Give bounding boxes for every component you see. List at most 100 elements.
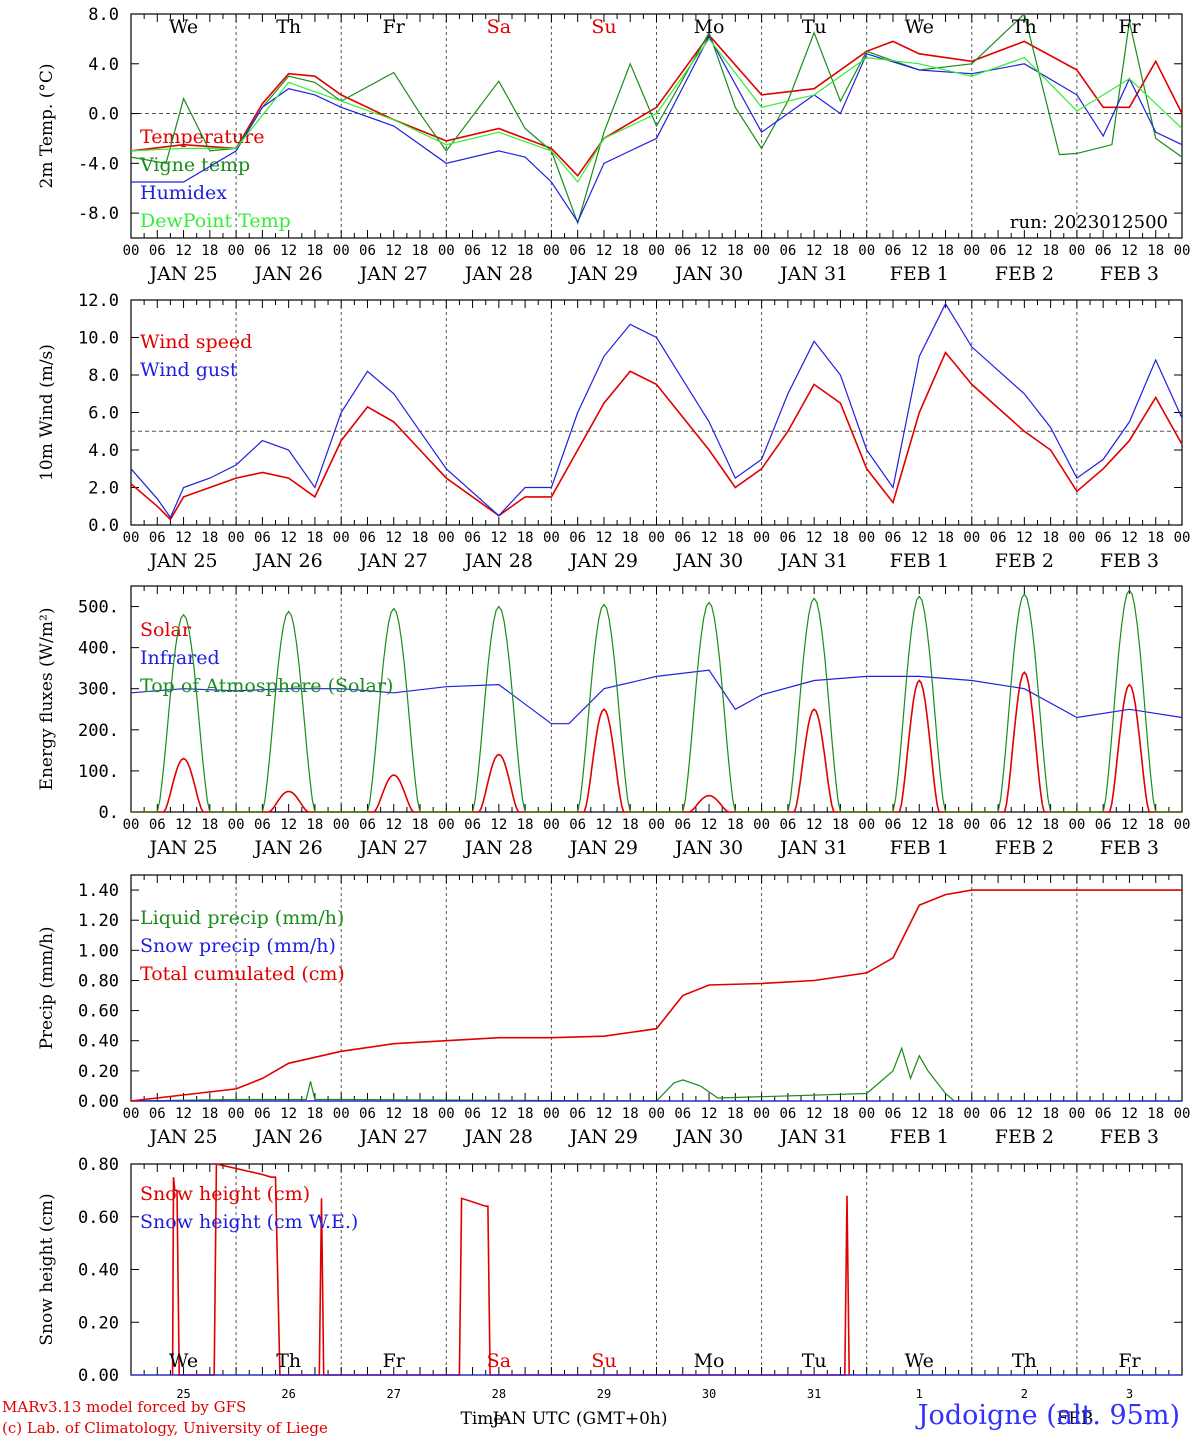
series-line-3 xyxy=(131,588,1182,813)
hour-label: 12 xyxy=(701,243,718,259)
day-label: We xyxy=(905,1350,934,1372)
day-number: 30 xyxy=(702,1387,716,1401)
hour-label: 18 xyxy=(306,1106,323,1122)
day-label: Th xyxy=(276,16,301,38)
y-tick-label: 0.80 xyxy=(78,971,119,991)
hour-label: 06 xyxy=(464,530,481,546)
hour-label: 00 xyxy=(438,243,455,259)
hour-label: 06 xyxy=(779,243,796,259)
date-label: JAN 28 xyxy=(463,1126,533,1148)
hour-label: 00 xyxy=(858,530,875,546)
date-label: JAN 27 xyxy=(358,837,428,859)
hour-label: 12 xyxy=(385,530,402,546)
day-number: 25 xyxy=(176,1387,190,1401)
series-line-2 xyxy=(130,12,1183,226)
legend-entry: Vigne temp xyxy=(139,154,250,176)
panel-5: 0.80 0.60 0.40 0.20 0.00 Snow height (cm) Snow… xyxy=(37,1155,1183,1429)
y-tick-label: 0.00 xyxy=(78,1092,119,1112)
hour-label: 12 xyxy=(385,243,402,259)
series-line-3 xyxy=(131,35,1183,224)
hour-label: 06 xyxy=(674,817,691,833)
y-tick-label: 6.0 xyxy=(88,404,119,424)
date-label: JAN 28 xyxy=(463,837,533,859)
hour-label: 18 xyxy=(201,1106,218,1122)
series-line-2 xyxy=(130,669,1183,725)
hour-label: 12 xyxy=(490,1106,507,1122)
date-label: FEB 3 xyxy=(1100,837,1159,859)
date-label: JAN 29 xyxy=(568,837,638,859)
hour-label: 06 xyxy=(254,243,271,259)
hour-label: 18 xyxy=(517,243,534,259)
date-label: JAN 28 xyxy=(463,550,533,572)
day-number: 2 xyxy=(1021,1387,1028,1401)
hour-label: 12 xyxy=(1121,817,1138,833)
legend-entry: DewPoint Temp xyxy=(140,210,291,232)
y-tick-label: 0.40 xyxy=(78,1032,119,1052)
legend-entry: Top of Atmosphere (Solar) xyxy=(140,675,393,697)
hour-label: 18 xyxy=(1042,817,1059,833)
hour-label: 12 xyxy=(701,817,718,833)
hour-label: 18 xyxy=(306,530,323,546)
hour-label: 18 xyxy=(622,1106,639,1122)
hour-label: 18 xyxy=(622,243,639,259)
hour-label: 12 xyxy=(806,1106,823,1122)
hour-label: 00 xyxy=(1174,817,1191,833)
legend-entry: Wind gust xyxy=(140,359,238,381)
y-axis-label: Snow height (cm) xyxy=(37,1193,57,1345)
hour-label: 00 xyxy=(858,243,875,259)
hour-label: 18 xyxy=(1042,243,1059,259)
date-label: JAN 30 xyxy=(673,837,743,859)
hour-label: 18 xyxy=(201,243,218,259)
y-tick-label: 2.0 xyxy=(88,479,119,499)
hour-label: 18 xyxy=(727,817,744,833)
hour-label: 06 xyxy=(254,1106,271,1122)
hour-label: 00 xyxy=(1068,530,1085,546)
hour-label: 12 xyxy=(175,817,192,833)
date-label: FEB 2 xyxy=(995,1126,1054,1148)
hour-label: 18 xyxy=(832,243,849,259)
y-axis-label: 10m Wind (m/s) xyxy=(37,344,57,481)
legend-entry: Humidex xyxy=(140,182,227,204)
hour-label: 00 xyxy=(858,817,875,833)
day-label: Th xyxy=(1012,1350,1037,1372)
day-label: Sa xyxy=(487,1350,511,1372)
y-axis-label: Energy fluxes (W/m²) xyxy=(37,608,57,791)
day-label: Sa xyxy=(487,16,511,38)
hour-label: 18 xyxy=(412,243,429,259)
series-line-3 xyxy=(130,889,1182,1102)
hour-label: 12 xyxy=(806,817,823,833)
hour-label: 18 xyxy=(517,817,534,833)
hour-label: 12 xyxy=(911,243,928,259)
legend-entry: Snow precip (mm/h) xyxy=(140,935,336,957)
hour-label: 00 xyxy=(333,817,350,833)
x-axis-title: Time xyxy=(461,1409,504,1429)
hour-label: 06 xyxy=(359,817,376,833)
date-label: FEB 1 xyxy=(890,263,949,285)
series-line-2 xyxy=(130,302,1183,519)
hour-label: 18 xyxy=(412,530,429,546)
date-label: JAN 25 xyxy=(147,263,217,285)
day-label: Fr xyxy=(383,1350,406,1372)
y-tick-label: 8.0 xyxy=(88,5,119,25)
y-tick-label: -4.0 xyxy=(78,154,119,174)
legend-entry: Snow height (cm W.E.) xyxy=(140,1211,358,1233)
hour-label: 12 xyxy=(806,243,823,259)
hour-label: 12 xyxy=(806,530,823,546)
hour-label: 06 xyxy=(569,530,586,546)
series-line-1 xyxy=(130,350,1183,521)
y-tick-label: 0.0 xyxy=(88,516,119,536)
day-label: Fr xyxy=(1118,1350,1141,1372)
hour-label: 12 xyxy=(1121,1106,1138,1122)
y-tick-label: 400. xyxy=(78,639,119,659)
day-label: Tu xyxy=(802,16,827,38)
hour-label: 18 xyxy=(1042,1106,1059,1122)
month-label: JAN UTC (GMT+0h) xyxy=(490,1409,667,1429)
hour-label: 06 xyxy=(779,1106,796,1122)
series-line-1 xyxy=(130,33,1183,178)
hour-label: 06 xyxy=(990,243,1007,259)
date-label: JAN 26 xyxy=(253,837,323,859)
date-label: JAN 28 xyxy=(463,263,533,285)
date-label: JAN 29 xyxy=(568,1126,638,1148)
hour-label: 00 xyxy=(753,530,770,546)
